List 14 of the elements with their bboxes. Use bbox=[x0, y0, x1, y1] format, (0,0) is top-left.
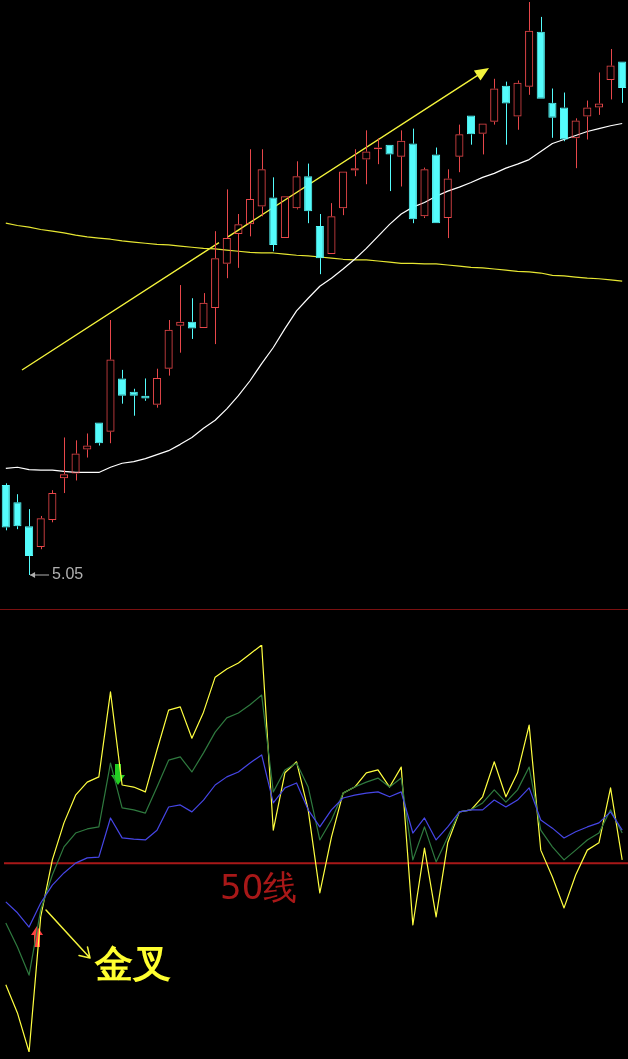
candlestick bbox=[269, 176, 278, 252]
candlestick bbox=[129, 388, 138, 417]
ref-line-label: 50线 bbox=[220, 866, 298, 907]
candlestick bbox=[501, 81, 510, 146]
candlestick bbox=[304, 163, 313, 224]
candlestick bbox=[187, 297, 196, 340]
candlestick bbox=[141, 377, 150, 402]
candlestick bbox=[408, 128, 417, 224]
candlestick bbox=[1, 482, 10, 531]
annotation: 金叉 bbox=[94, 941, 171, 986]
annotation: 5.05 bbox=[52, 565, 84, 583]
candlestick bbox=[315, 213, 324, 275]
candlestick bbox=[548, 88, 557, 139]
candlestick bbox=[13, 493, 22, 530]
